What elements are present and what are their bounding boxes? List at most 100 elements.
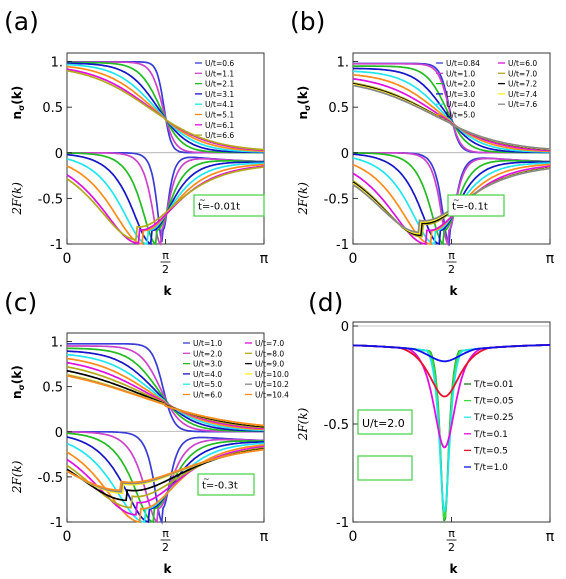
annotation-text: t=-0.01t [198,202,240,213]
x-tick-label: 2 [448,263,455,276]
legend-entry: U/t=0.6 [205,59,234,68]
legend-entry: U/t=2.1 [205,80,234,89]
y-tick-label: -0.5 [324,192,349,207]
legend-entry: U/t=8.0 [255,349,284,358]
y-tick-label: 0 [341,320,349,335]
panel-a: (a)1.0.50-0.5-10 π2πknσ(k)2F(k)U/t=0.6U/t… [4,7,269,298]
legend-entry: U/t=10.2 [255,380,289,389]
panel-d: (d)0-0.5-10 π2πk2F(k)T/t=0.01T/t=0.05T/t=… [296,288,555,576]
legend-entry: U/t=5.1 [205,111,234,120]
legend-entry: T/t=0.01 [473,380,514,390]
series-line [66,448,265,492]
y-tick-label: 0.5 [328,101,349,116]
x-axis-label: k [450,562,459,576]
legend-entry: T/t=0.05 [473,397,514,407]
y-tick-label: 0 [55,147,63,162]
series-line [352,344,551,363]
x-tick-label: π [546,529,555,545]
series-line [67,60,264,154]
series-line [352,165,551,245]
y-tick-label: -1 [336,238,349,253]
panel-label: (d) [308,288,343,317]
y-axis-label-bottom: 2F(k) [10,182,24,216]
series-line [66,69,265,151]
legend-entry: U/t=5.0 [193,380,222,389]
legend-entry: T/t=0.5 [473,446,508,456]
x-tick-label: π [260,529,269,545]
y-tick-label: -0.5 [324,418,349,433]
series-line [66,68,265,152]
y-tick-label: 0.5 [42,101,63,116]
y-axis-label-top: nσ(k) [296,86,312,120]
x-axis-label: k [164,562,173,576]
y-axis-label-bottom: 2F(k) [296,182,310,216]
legend-entry: U/t=2.0 [446,80,475,89]
annotation-text: t=-0.1t [452,202,488,213]
y-tick-label: -1 [336,516,349,531]
x-tick-label: π [546,251,555,267]
x-tick-label: π [448,249,455,262]
series-line [66,374,265,427]
y-tick-label: 1. [51,56,63,71]
series-line [66,444,265,523]
legend-entry: U/t=6.0 [508,59,537,68]
y-tick-label: 1. [51,336,63,351]
series-line [352,344,551,398]
legend-entry: U/t=4.0 [446,100,475,109]
y-tick-label: 0 [55,426,63,441]
x-tick-label: 0 [349,529,358,545]
legend-entry: U/t=3.0 [446,90,475,99]
legend-entry: U/t=7.0 [255,339,284,348]
legend-entry: U/t=7.2 [508,80,537,89]
y-tick-label: 1. [337,56,349,71]
series-line [67,342,264,433]
legend-entry: U/t=3.0 [193,360,222,369]
series-line [66,166,265,241]
annotation-tilde: ~ [203,475,210,484]
y-tick-label: 0.5 [42,381,63,396]
legend-entry: T/t=0.25 [473,413,514,423]
y-tick-label: -0.5 [38,471,63,486]
x-tick-label: 2 [162,263,169,276]
legend-entry: U/t=1.0 [446,69,475,78]
panel-label: (b) [290,7,325,36]
annotation-box [197,473,255,496]
x-tick-label: 0 [349,251,358,267]
legend-entry: U/t=6.6 [205,131,234,140]
annotation-tilde: ~ [453,196,460,205]
y-axis-label-top: nσ(k) [10,365,26,399]
y-axis-label-bottom: 2F(k) [10,460,24,494]
annotation-box [447,194,505,217]
series-line [67,347,264,433]
series-line [352,84,551,150]
annotation-box [193,194,265,217]
y-tick-label: 0 [341,147,349,162]
legend-entry: U/t=0.84 [446,59,480,68]
y-axis-label-top: nσ(k) [10,86,26,120]
series-line [66,63,265,153]
y-tick-label: -0.5 [38,192,63,207]
legend-entry: U/t=3.1 [205,90,234,99]
annotation-text: U/t=2.0 [362,417,405,430]
legend-entry: U/t=1.0 [193,339,222,348]
x-tick-label: π [162,249,169,262]
annotation-box [357,409,413,435]
x-tick-label: 2 [162,541,169,554]
y-tick-label: -1 [50,516,63,531]
legend-entry: U/t=4.1 [205,100,234,109]
panel-c: (c)1.0.50-0.5-10 π2πknσ(k)2F(k)U/t=1.0U/t… [4,288,289,576]
series-line [66,165,265,245]
x-axis-label: k [164,284,173,298]
legend-entry: U/t=6.1 [205,121,234,130]
annotation-box [357,455,413,481]
legend-entry: U/t=10.4 [255,391,289,400]
x-axis-label: k [450,284,459,298]
series-line [67,350,264,432]
x-tick-label: π [260,251,269,267]
panel-label: (a) [4,7,39,36]
legend-entry: T/t=0.1 [473,430,508,440]
legend-entry: U/t=6.0 [193,391,222,400]
x-tick-label: π [448,527,455,540]
legend-entry: U/t=5.0 [446,111,475,120]
